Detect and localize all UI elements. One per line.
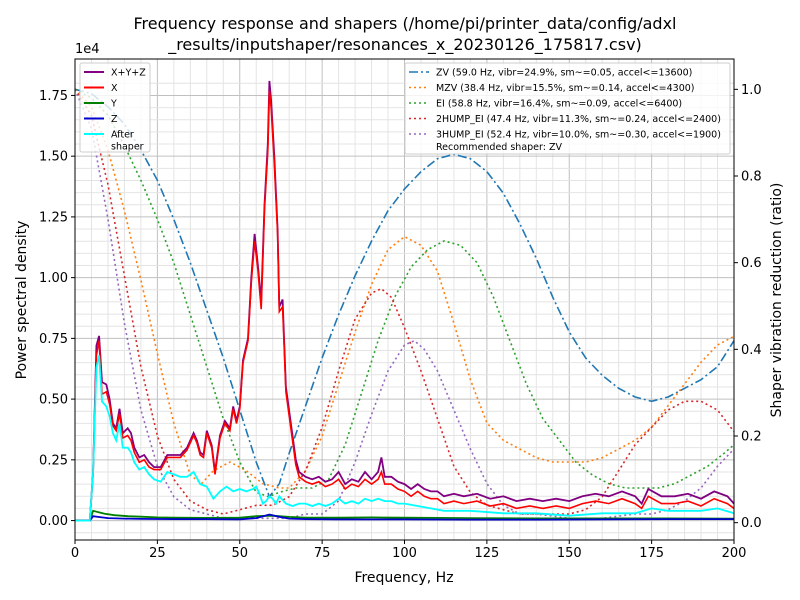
shaper-legend-label-4: 3HUMP_EI (52.4 Hz, vibr=10.0%, sm~=0.30,… [436, 130, 721, 141]
shaper-line-2 [74, 88, 735, 498]
psd-curves [75, 80, 735, 522]
psd-legend-label-0: X+Y+Z [111, 68, 146, 79]
psd-legend-label-2: Y [110, 99, 117, 110]
psd-line-4 [75, 355, 735, 522]
x-tick-label: 25 [149, 546, 166, 561]
y-left-tick-label: 1.00 [39, 271, 68, 286]
y-right-tick-label: 0.2 [741, 430, 762, 445]
shaper-line-1 [74, 88, 735, 489]
shaper-line-0 [74, 88, 735, 499]
y-right-tick-label: 0.6 [741, 256, 762, 271]
shaper-legend: ZV (59.0 Hz, vibr=24.9%, sm~=0.05, accel… [404, 62, 731, 155]
y-right-tick-label: 1.0 [741, 83, 762, 98]
psd-legend-label-4: After [111, 130, 134, 141]
psd-legend-label-1: X [111, 83, 118, 94]
recommended-shaper-text: Recommended shaper: ZV [436, 142, 562, 153]
x-tick-label: 0 [71, 546, 79, 561]
shaper-legend-box [404, 62, 731, 155]
shaper-legend-label-1: MZV (38.4 Hz, vibr=15.5%, sm~=0.14, acce… [436, 83, 695, 94]
y-left-tick-label: 0.75 [39, 332, 68, 347]
chart-title-line-1: Frequency response and shapers (/home/pi… [133, 14, 676, 34]
x-tick-label: 50 [231, 546, 248, 561]
psd-line-2 [75, 509, 735, 522]
y-left-tick-label: 1.25 [39, 210, 68, 225]
x-tick-label: 175 [639, 546, 664, 561]
x-tick-label: 100 [392, 546, 417, 561]
psd-line-3 [75, 513, 734, 522]
y-right-tick-label: 0.8 [741, 170, 762, 185]
psd-legend-label-3: Z [111, 114, 118, 125]
shaper-legend-label-3: 2HUMP_EI (47.4 Hz, vibr=11.3%, sm~=0.24,… [436, 114, 721, 125]
shaper-curves [74, 88, 735, 520]
shaper-line-4 [74, 88, 735, 520]
shaper-legend-label-2: EI (58.8 Hz, vibr=16.4%, sm~=0.09, accel… [436, 99, 682, 110]
psd-legend-box [79, 62, 151, 153]
psd-legend-label-4: shaper [111, 142, 144, 153]
psd-line-1 [75, 90, 735, 522]
axis-ticks: 0 25 50 75 100 125 150 175 200 0.00 0.25 0.50 0.75 1.… [39, 83, 762, 561]
y-left-tick-label: 0.50 [39, 393, 68, 408]
x-axis-label: Frequency, Hz [354, 570, 453, 586]
y-right-tick-label: 0.0 [741, 516, 762, 531]
y-axis-label-left: Power spectral density [14, 221, 30, 380]
x-tick-label: 200 [722, 546, 747, 561]
y-left-tick-label: 0.00 [39, 514, 68, 529]
y-left-tick-label: 1.50 [39, 150, 68, 165]
y-left-tick-label: 0.25 [39, 453, 68, 468]
x-tick-label: 75 [314, 546, 331, 561]
shaper-line-3 [74, 88, 735, 515]
x-tick-label: 125 [474, 546, 499, 561]
chart-title-line-2: _results/inputshaper/resonances_x_202301… [167, 35, 642, 55]
x-tick-label: 150 [557, 546, 582, 561]
offset-label: 1e4 [75, 42, 100, 57]
y-axis-label-right: Shaper vibration reduction (ratio) [769, 183, 785, 418]
y-left-tick-label: 1.75 [39, 89, 68, 104]
shaper-legend-label-0: ZV (59.0 Hz, vibr=24.9%, sm~=0.05, accel… [436, 68, 692, 79]
y-right-tick-label: 0.4 [741, 343, 762, 358]
